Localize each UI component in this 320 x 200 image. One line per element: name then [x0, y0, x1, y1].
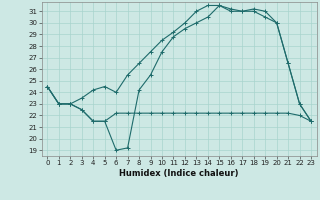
X-axis label: Humidex (Indice chaleur): Humidex (Indice chaleur) — [119, 169, 239, 178]
